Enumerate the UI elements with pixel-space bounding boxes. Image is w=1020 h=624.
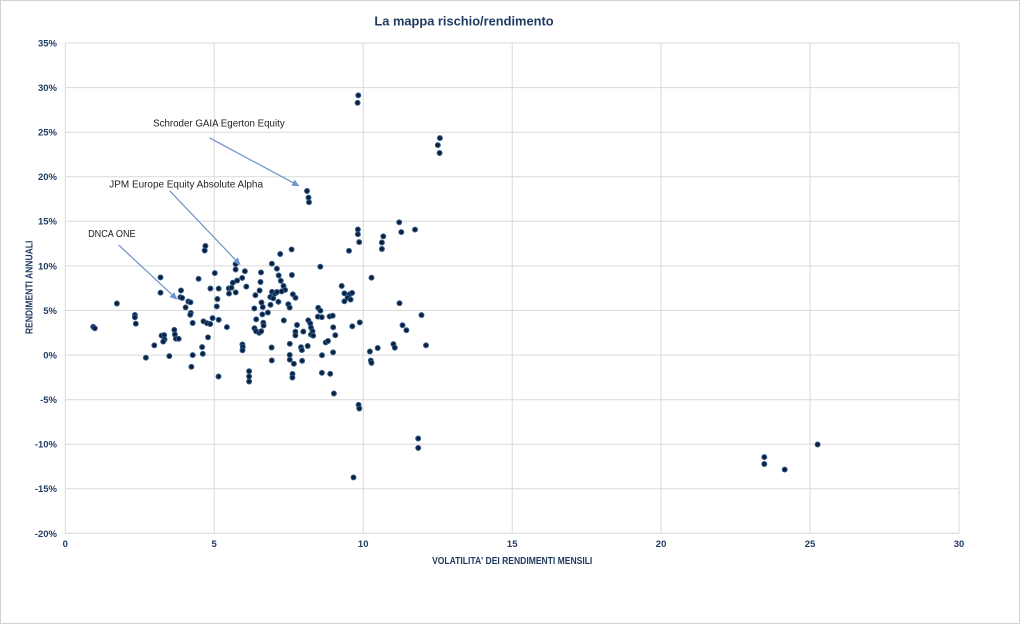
svg-text:15: 15 bbox=[507, 539, 518, 550]
svg-text:RENDIMENTI ANNUALI: RENDIMENTI ANNUALI bbox=[25, 240, 36, 334]
svg-text:DNCA ONE: DNCA ONE bbox=[88, 229, 136, 240]
svg-text:JPM Europe Equity Absolute Alp: JPM Europe Equity Absolute Alpha bbox=[109, 180, 263, 191]
svg-text:5%: 5% bbox=[43, 306, 57, 317]
svg-text:25: 25 bbox=[805, 539, 816, 550]
svg-text:35%: 35% bbox=[38, 38, 58, 49]
svg-text:20: 20 bbox=[656, 539, 667, 550]
svg-text:-10%: -10% bbox=[35, 440, 58, 451]
svg-text:-20%: -20% bbox=[35, 529, 58, 540]
svg-text:-15%: -15% bbox=[35, 484, 58, 495]
svg-text:30%: 30% bbox=[38, 83, 58, 94]
svg-text:10%: 10% bbox=[38, 261, 58, 272]
svg-text:VOLATILITA' DEI RENDIMENTI MEN: VOLATILITA' DEI RENDIMENTI MENSILI bbox=[432, 556, 592, 567]
svg-text:10: 10 bbox=[358, 539, 369, 550]
svg-text:La mappa rischio/rendimento: La mappa rischio/rendimento bbox=[374, 13, 553, 28]
svg-text:-5%: -5% bbox=[40, 395, 57, 406]
svg-text:0: 0 bbox=[63, 539, 68, 550]
svg-text:15%: 15% bbox=[38, 217, 58, 228]
svg-text:30: 30 bbox=[954, 539, 965, 550]
svg-text:25%: 25% bbox=[38, 128, 58, 139]
svg-text:5: 5 bbox=[212, 539, 218, 550]
svg-text:0%: 0% bbox=[43, 351, 57, 362]
svg-text:20%: 20% bbox=[38, 172, 58, 183]
svg-text:Schroder GAIA Egerton Equity: Schroder GAIA Egerton Equity bbox=[153, 119, 285, 130]
